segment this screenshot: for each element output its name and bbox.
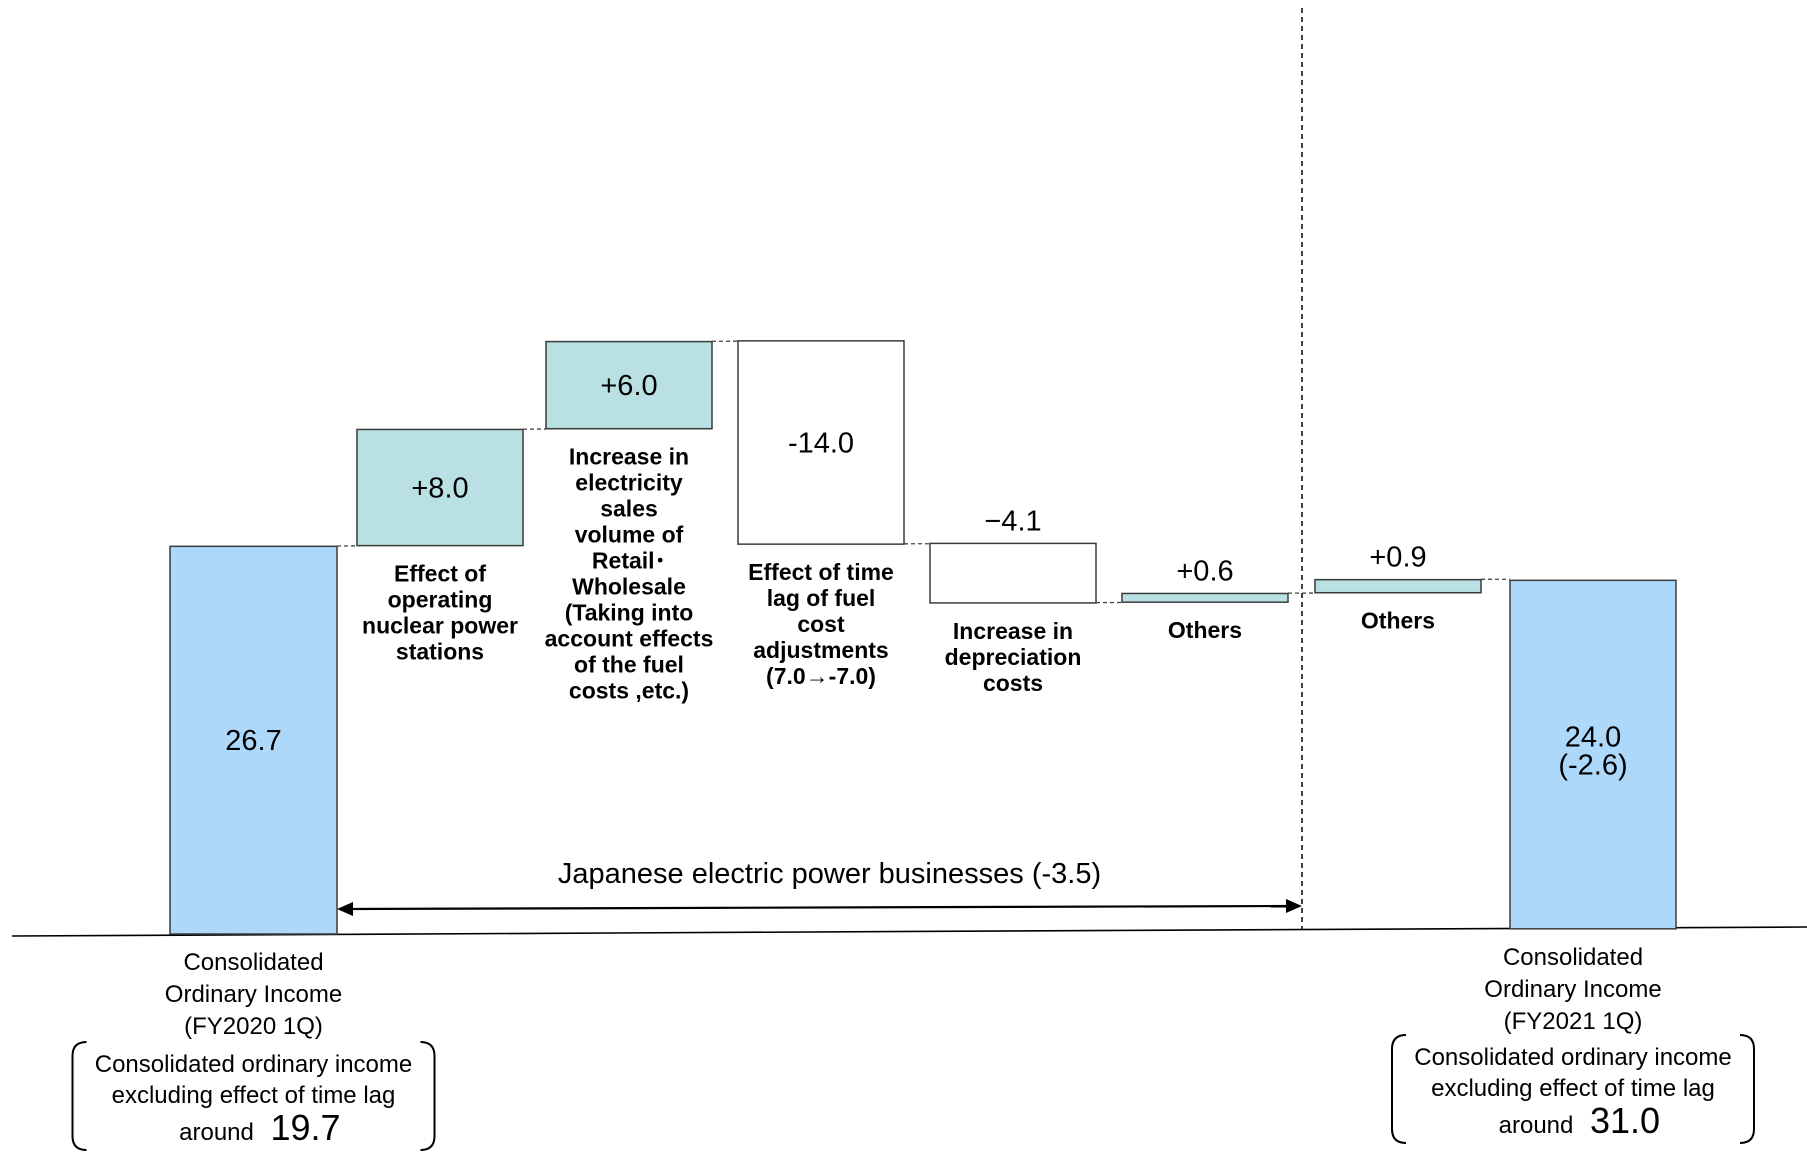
right_total-note: excluding effect of time lag (1431, 1075, 1715, 1102)
left_total-note: Consolidated ordinary income (95, 1051, 413, 1078)
span-annotation-text: Japanese electric power businesses (-3.5… (558, 858, 1101, 890)
category-label-nuclear: operating (388, 587, 493, 613)
span-arrow-left-head (337, 902, 353, 916)
value-label-nuclear: +8.0 (411, 473, 468, 505)
category-label-nuclear: nuclear power (362, 613, 518, 639)
category-label-sales: Retail･ (592, 548, 666, 574)
bar-others2 (1314, 578, 1482, 594)
category-label-timelag: Effect of time (748, 559, 894, 585)
value-label-depreciation: −4.1 (984, 505, 1041, 537)
category-label-others1: Others (1168, 617, 1242, 643)
left_total-bracket-left (71, 1041, 87, 1151)
bar-sales (545, 340, 713, 430)
value-label-timelag: -14.0 (788, 427, 854, 459)
category-label-timelag: adjustments (753, 637, 888, 663)
right_total-bracket-left (1391, 1034, 1407, 1144)
category-label-nuclear: Effect of (394, 561, 486, 587)
category-label-sales: of the fuel (574, 652, 684, 678)
category-label-sales: electricity (575, 470, 683, 496)
category-label-depreciation: Increase in (953, 618, 1073, 644)
category-label-timelag: cost (797, 611, 845, 637)
left_total-note-prefix: around (179, 1119, 254, 1146)
left_total-bracket-right (420, 1041, 436, 1151)
value-label-others2: +0.9 (1369, 542, 1426, 574)
bar-timelag (737, 340, 905, 545)
left_total-caption: (FY2020 1Q) (184, 1013, 323, 1040)
bar-others1 (1121, 592, 1289, 603)
category-label-nuclear: stations (396, 639, 484, 665)
sub-value-label-end: (-2.6) (1558, 750, 1627, 782)
value-label-end: 24.0 (1565, 722, 1621, 754)
value-label-start: 26.7 (225, 725, 281, 757)
bar-nuclear (356, 428, 524, 547)
category-label-sales: Wholesale (572, 574, 686, 600)
bar-depreciation (929, 542, 1097, 604)
value-label-others1: +0.6 (1176, 555, 1233, 587)
category-label-timelag: (7.0→-7.0) (766, 663, 876, 689)
right_total-caption: (FY2021 1Q) (1504, 1008, 1643, 1035)
right_total-note-value: 31.0 (1590, 1100, 1660, 1141)
category-label-timelag: lag of fuel (767, 585, 876, 611)
labels-group: 26.7 +8.0 +6.0 -14.0 −4.1 +0.6 +0.9 24.0(-2.6) E… (95, 370, 1732, 1148)
value-label-sales: +6.0 (600, 370, 657, 402)
span-arrow-line (350, 904, 1289, 911)
category-label-depreciation: depreciation (945, 644, 1082, 670)
bar-end (1509, 579, 1677, 930)
category-label-sales: account effects (545, 626, 714, 652)
left_total-caption: Ordinary Income (165, 981, 342, 1008)
category-label-sales: Increase in (569, 444, 689, 470)
right_total-bracket-right (1739, 1034, 1755, 1144)
category-label-others2: Others (1361, 608, 1435, 634)
right_total-note: Consolidated ordinary income (1414, 1044, 1732, 1071)
category-label-sales: volume of (575, 522, 684, 548)
bars-group (169, 340, 1677, 935)
category-label-sales: sales (600, 496, 658, 522)
bar-start (169, 545, 338, 935)
category-label-sales: (Taking into (565, 600, 694, 626)
left_total-note: excluding effect of time lag (112, 1082, 396, 1109)
span-arrow-right-head (1286, 899, 1302, 913)
right_total-caption: Consolidated (1503, 944, 1643, 971)
category-label-sales: costs ,etc.) (569, 678, 689, 704)
category-label-depreciation: costs (983, 670, 1043, 696)
left_total-caption: Consolidated (183, 949, 323, 976)
right_total-note-prefix: around (1499, 1112, 1574, 1139)
right_total-caption: Ordinary Income (1484, 976, 1661, 1003)
left_total-note-value: 19.7 (270, 1107, 340, 1148)
